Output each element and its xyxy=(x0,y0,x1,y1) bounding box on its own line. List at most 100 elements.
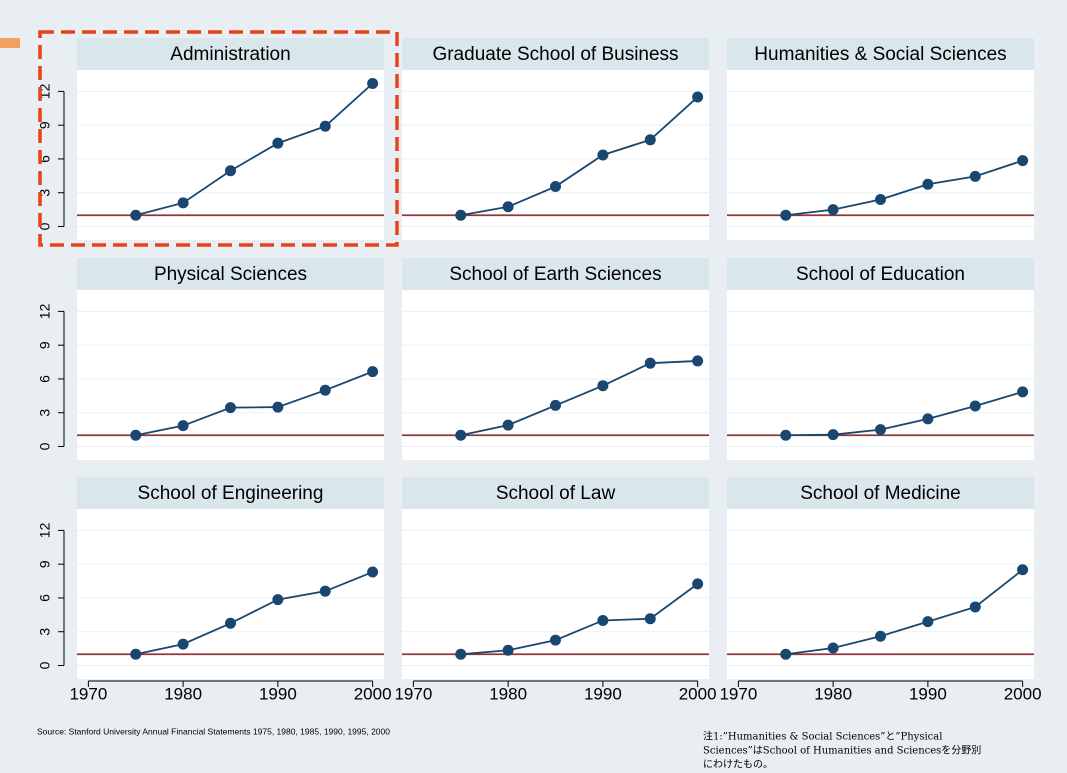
strip xyxy=(77,477,384,509)
point xyxy=(455,209,467,221)
strip xyxy=(402,38,709,70)
point xyxy=(780,209,792,221)
point xyxy=(319,384,331,396)
y-tick-label: 12 xyxy=(37,303,53,319)
series-line xyxy=(785,391,1023,437)
point xyxy=(969,170,981,182)
source: Source: Stanford University Annual Finan… xyxy=(37,726,390,736)
x-tick-label: 1980 xyxy=(489,684,527,703)
point xyxy=(177,197,189,209)
point xyxy=(644,134,656,146)
y-tick-label: 9 xyxy=(37,341,53,349)
point xyxy=(550,399,561,411)
point xyxy=(455,648,467,660)
panel-title: Graduate School of Business xyxy=(432,44,678,65)
plot-area xyxy=(77,290,384,460)
strip xyxy=(402,258,709,290)
y-tick-label: 3 xyxy=(37,628,53,636)
point xyxy=(969,400,981,412)
series-line xyxy=(785,569,1024,656)
point xyxy=(827,642,839,654)
point xyxy=(780,429,792,441)
point xyxy=(177,420,189,432)
point xyxy=(177,638,189,650)
series-line xyxy=(135,370,373,437)
point xyxy=(875,630,886,642)
point xyxy=(550,634,561,646)
x-tick-label: 1970 xyxy=(394,684,432,703)
panel-title: Administration xyxy=(170,44,290,65)
point xyxy=(550,181,561,193)
plot-area xyxy=(77,70,384,240)
plot-area xyxy=(77,509,384,679)
x-tick-label: 1970 xyxy=(719,684,757,703)
x-tick-label: 1980 xyxy=(164,684,202,703)
note-line: にわけたもの。 xyxy=(703,759,773,771)
point xyxy=(130,209,142,221)
series-line xyxy=(785,159,1023,217)
plot-area xyxy=(727,509,1034,679)
strip xyxy=(727,258,1034,290)
y-tick-label: 0 xyxy=(37,442,53,450)
point xyxy=(1017,386,1029,398)
point xyxy=(827,204,839,216)
series-line xyxy=(460,96,699,217)
point xyxy=(319,585,331,597)
plot-area xyxy=(402,290,709,460)
plot-area xyxy=(727,70,1034,240)
series-line xyxy=(135,82,374,217)
strip xyxy=(77,38,384,70)
point xyxy=(272,594,284,606)
point xyxy=(225,165,236,177)
point xyxy=(367,366,379,378)
x-tick-label: 1980 xyxy=(814,684,852,703)
y-tick-label: 12 xyxy=(37,522,53,538)
x-tick-label: 2000 xyxy=(354,684,392,703)
point xyxy=(922,413,934,425)
series-line xyxy=(135,571,373,656)
point xyxy=(644,357,656,369)
y-tick-label: 6 xyxy=(37,594,53,602)
note-line: Sciences”はSchool of Humanities and Scien… xyxy=(703,745,981,757)
strip xyxy=(727,477,1034,509)
x-tick-label: 1970 xyxy=(69,684,107,703)
panel-title: School of Law xyxy=(496,483,616,504)
point xyxy=(367,78,379,90)
point xyxy=(502,644,514,656)
y-tick-label: 3 xyxy=(37,189,53,197)
point xyxy=(225,402,236,414)
panel-title: Physical Sciences xyxy=(154,264,307,285)
panel-title: School of Education xyxy=(796,264,965,285)
point xyxy=(922,178,934,190)
point xyxy=(455,429,467,441)
x-tick-label: 2000 xyxy=(1004,684,1042,703)
highlight-box xyxy=(38,30,399,247)
panel-title: School of Engineering xyxy=(138,483,324,504)
x-tick-label: 1990 xyxy=(584,684,622,703)
y-tick-label: 6 xyxy=(37,155,53,163)
point xyxy=(1017,564,1029,576)
point xyxy=(644,613,656,625)
series-line xyxy=(460,360,698,437)
point xyxy=(1017,155,1029,167)
note-line: 注1:”Humanities & Social Sciences”と”Physi… xyxy=(703,730,942,743)
panel-title: Humanities & Social Sciences xyxy=(754,44,1006,65)
strip xyxy=(402,477,709,509)
decoration xyxy=(0,38,20,48)
y-tick-label: 9 xyxy=(37,560,53,568)
y-tick-label: 0 xyxy=(37,661,53,669)
point xyxy=(272,401,284,413)
series-line xyxy=(460,583,699,656)
point xyxy=(597,380,609,392)
x-tick-label: 1990 xyxy=(259,684,297,703)
panel-title: School of Earth Sciences xyxy=(449,264,661,285)
y-tick-label: 6 xyxy=(37,375,53,383)
point xyxy=(780,648,792,660)
plot-area xyxy=(402,70,709,240)
y-tick-label: 3 xyxy=(37,409,53,417)
point xyxy=(502,201,514,213)
point xyxy=(827,429,839,441)
point xyxy=(692,355,704,367)
x-tick-label: 2000 xyxy=(679,684,717,703)
point xyxy=(692,91,704,103)
